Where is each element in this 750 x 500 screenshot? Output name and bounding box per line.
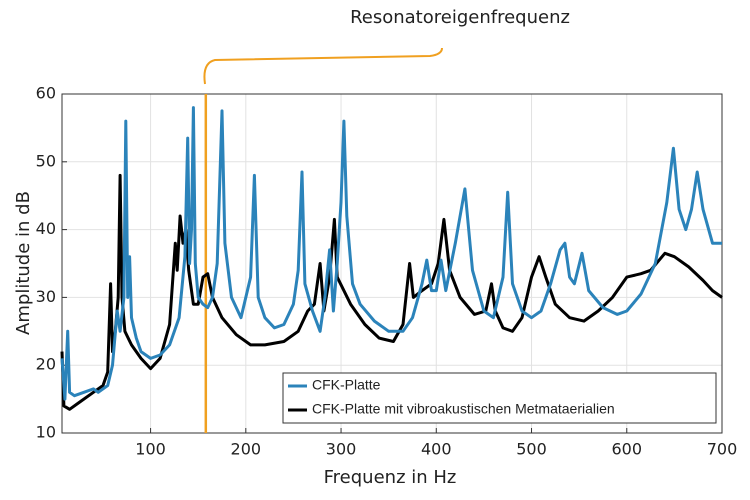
x-axis-label: Frequenz in Hz xyxy=(324,467,457,488)
y-tick-label: 30 xyxy=(36,287,56,306)
annotation-brace xyxy=(203,47,443,85)
x-tick-label: 200 xyxy=(231,440,262,459)
plot-frame xyxy=(61,93,723,434)
x-tick-label: 100 xyxy=(135,440,166,459)
y-tick-label: 40 xyxy=(36,219,56,238)
legend-label: CFK-Platte xyxy=(312,377,381,393)
x-tick-label: 700 xyxy=(707,440,738,459)
y-tick-label: 60 xyxy=(36,84,56,103)
annotation-text: Resonatoreigenfrequenz xyxy=(350,7,570,28)
series-line xyxy=(60,173,723,411)
x-tick-label: 500 xyxy=(516,440,547,459)
y-tick-label: 10 xyxy=(36,423,56,442)
x-tick-label: 400 xyxy=(421,440,452,459)
x-tick-label: 300 xyxy=(326,440,357,459)
series-line xyxy=(60,106,722,401)
legend-label: CFK-Platte mit vibroakustischen Metmatae… xyxy=(312,401,615,417)
y-tick-label: 50 xyxy=(36,151,56,170)
legend-box xyxy=(282,372,717,424)
x-tick-label: 600 xyxy=(611,440,642,459)
y-axis-label: Amplitude in dB xyxy=(13,191,34,335)
y-tick-label: 20 xyxy=(36,355,56,374)
